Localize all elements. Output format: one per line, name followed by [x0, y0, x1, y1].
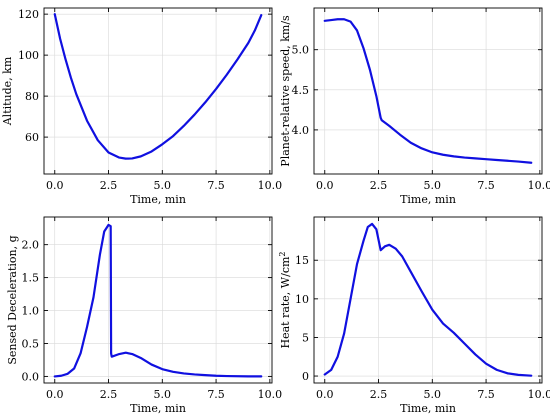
- panel-3-xtick-label-1: 2.5: [100, 388, 118, 401]
- panel-2-ytick-label-2: 5.0: [292, 44, 310, 57]
- panel-3-ytick-label-1: 0.5: [22, 337, 40, 350]
- panel-1-series-line-0: [53, 13, 263, 160]
- panel-1: 0.0 2.5 5.0 7.5 10.0 60 80 100 120 Time, min Altit…: [1, 7, 283, 206]
- panel-4-frame: [313, 216, 543, 384]
- panel-1-ytick-label-2: 100: [18, 49, 39, 62]
- panel-4: 0.0 2.5 5.0 7.5 10.0 0 5 10 15 Time, min Heat rate…: [278, 216, 550, 415]
- panel-4-xtick-label-2: 5.0: [424, 388, 442, 401]
- panel-3-ytick-label-0: 0.0: [22, 370, 40, 383]
- panel-2-ylabel: Planet-relative speed, km/s: [279, 15, 292, 167]
- panel-2-ytick-label-0: 4.0: [292, 124, 310, 137]
- panel-4-ytick-label-3: 15: [295, 254, 309, 267]
- panel-2-xtick-label-0: 0.0: [316, 179, 334, 192]
- panel-4-xlabel: Time, min: [400, 402, 456, 415]
- panel-4-ytick-label-0: 0: [302, 370, 309, 383]
- panel-3-series-line-0: [53, 223, 263, 378]
- panel-3: 0.0 2.5 5.0 7.5 10.0 0.0 0.5 1.0 1.5 2.0 Time, min…: [6, 216, 283, 415]
- panel-4-ylabel-superscript: 2: [278, 251, 287, 256]
- panel-1-xtick-label-4: 10.0: [258, 179, 283, 192]
- panel-1-xtick-label-0: 0.0: [46, 179, 64, 192]
- panel-1-ylabel: Altitude, km: [1, 56, 14, 126]
- panel-1-ytick-label-3: 120: [18, 8, 39, 21]
- panel-3-xtick-label-4: 10.0: [258, 388, 283, 401]
- panel-4-xtick-label-0: 0.0: [316, 388, 334, 401]
- panel-1-xlabel: Time, min: [130, 193, 186, 206]
- panel-1-ytick-label-1: 80: [25, 90, 39, 103]
- panel-2-xtick-label-3: 7.5: [477, 179, 495, 192]
- panel-4-ylabel: Heat rate, W/cm2: [278, 251, 293, 348]
- panel-3-xtick-label-3: 7.5: [207, 388, 225, 401]
- panel-1-xtick-label-3: 7.5: [207, 179, 225, 192]
- panel-2-frame: [313, 7, 543, 175]
- panel-2-ytick-label-1: 4.5: [292, 84, 310, 97]
- panel-4-xtick-label-3: 7.5: [477, 388, 495, 401]
- panel-3-xtick-label-0: 0.0: [46, 388, 64, 401]
- panel-3-frame: [43, 216, 273, 384]
- panel-3-xlabel: Time, min: [130, 402, 186, 415]
- panel-2-xlabel: Time, min: [400, 193, 456, 206]
- panel-3-ytick-label-3: 1.5: [22, 272, 40, 285]
- panel-2-series-line-0: [323, 18, 533, 164]
- panel-4-ytick-label-2: 10: [295, 293, 309, 306]
- panel-3-ylabel: Sensed Deceleration, g: [6, 235, 19, 364]
- panel-4-xtick-label-1: 2.5: [370, 388, 388, 401]
- panel-3-xtick-label-2: 5.0: [154, 388, 172, 401]
- panel-4-series-line-0: [323, 222, 533, 377]
- panel-1-xtick-label-2: 5.0: [154, 179, 172, 192]
- panel-3-ytick-label-2: 1.0: [22, 305, 40, 318]
- panel-4-ytick-label-1: 5: [302, 331, 309, 344]
- panel-1-ytick-label-0: 60: [25, 131, 39, 144]
- panel-2-xtick-label-4: 10.0: [528, 179, 550, 192]
- panel-2-xtick-label-1: 2.5: [370, 179, 388, 192]
- panel-1-frame: [43, 7, 273, 175]
- panel-4-xtick-label-4: 10.0: [528, 388, 550, 401]
- panel-2-xtick-label-2: 5.0: [424, 179, 442, 192]
- panel-3-ytick-label-4: 2.0: [22, 239, 40, 252]
- panel-1-xtick-label-1: 2.5: [100, 179, 118, 192]
